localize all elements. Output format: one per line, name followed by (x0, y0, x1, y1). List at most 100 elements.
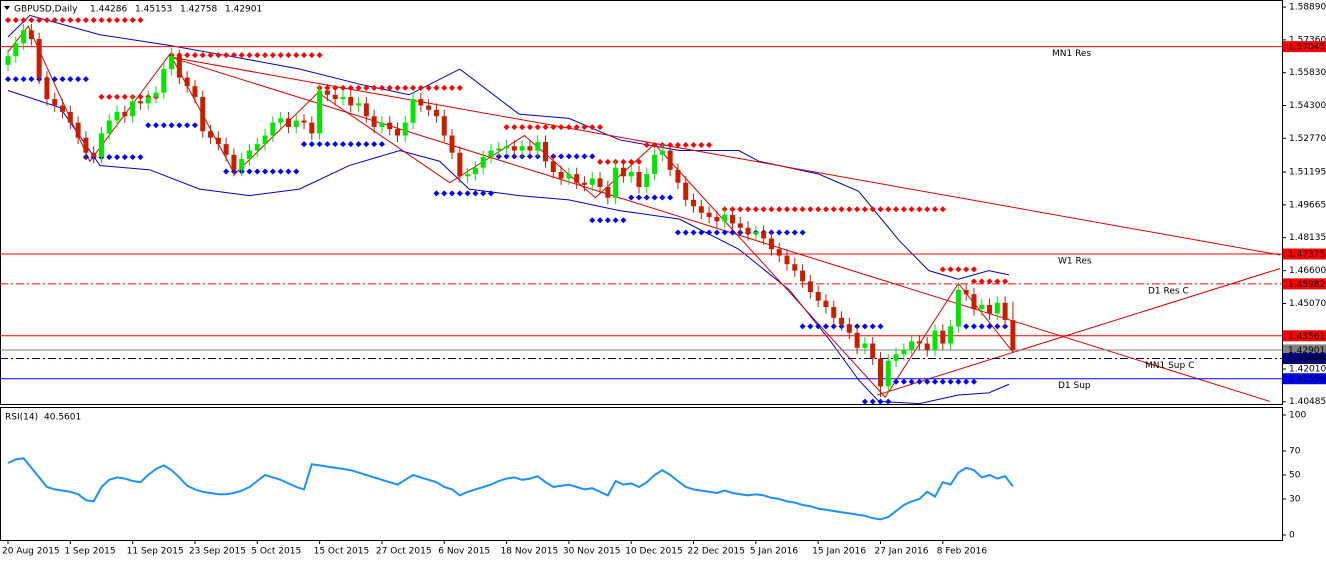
candle-body (114, 111, 120, 121)
level-price-box (1283, 353, 1326, 365)
y-tick-label: 1.42010 (1289, 365, 1326, 375)
y-tick-label: 1.57360 (1289, 35, 1326, 45)
candle-body (768, 238, 774, 250)
candle-body (722, 214, 728, 222)
candle-body (862, 343, 868, 348)
candle-body (122, 111, 128, 117)
candle-body (636, 171, 642, 187)
y-tick-label: 1.51195 (1289, 168, 1326, 178)
candle-body (581, 182, 587, 185)
candle-body (472, 167, 478, 175)
x-tick-label: 23 Sep 2015 (189, 547, 246, 557)
close-value: 1.42901 (225, 5, 262, 15)
candle-body (940, 330, 946, 344)
candle-body (309, 122, 315, 134)
candle-body (519, 146, 525, 151)
candle-body (745, 227, 751, 235)
x-tick-label: 20 Aug 2015 (2, 547, 60, 557)
candle-body (901, 349, 907, 355)
candle-body (854, 332, 860, 348)
candle-body (13, 43, 19, 57)
symbol-title: GBPUSD,Daily (14, 5, 78, 15)
candle-body (955, 289, 961, 327)
price-panel (0, 0, 1283, 405)
trendline (169, 56, 1271, 402)
x-tick-label: 15 Oct 2015 (314, 547, 370, 557)
y-tick-label: 70 (1289, 447, 1301, 457)
level-dots (5, 17, 144, 24)
candle-body (613, 167, 619, 198)
level-name: MN1 Res (1052, 49, 1091, 59)
candle-body (511, 146, 517, 151)
level-name: MN1 Sup C (1145, 361, 1194, 371)
level-dots (597, 158, 642, 165)
candle-body (800, 270, 806, 282)
candle-body (620, 167, 626, 177)
level-dots (301, 141, 385, 148)
candle-body (36, 39, 42, 78)
level-dots (503, 124, 604, 131)
candle-body (293, 120, 299, 127)
candle-body (457, 152, 463, 177)
candle-body (324, 90, 330, 95)
candle-body (550, 161, 556, 172)
candle-body (402, 122, 408, 136)
plot-layer: 1.58890 1.57360 1.55830 1.54300 1.52770 1.511… (0, 3, 1326, 557)
candle-body (52, 99, 58, 106)
candle-body (979, 304, 985, 310)
candle-body (504, 146, 510, 149)
candle-body (924, 343, 930, 350)
level-price-label: 1.42901 (1288, 346, 1325, 356)
candle-body (698, 206, 704, 213)
candle-body (753, 232, 759, 235)
level-price-label: 1.42499 (1288, 355, 1325, 365)
zigzag (7, 25, 1014, 398)
candle-body (5, 56, 11, 65)
candle-body (714, 217, 720, 222)
x-tick-label: 22 Dec 2015 (688, 547, 746, 557)
level-name: D1 Res C (1148, 286, 1189, 296)
open-value: 1.44286 (90, 5, 127, 15)
y-tick-label: 1.49665 (1289, 200, 1326, 210)
candle-body (706, 212, 712, 218)
candle-body (379, 122, 385, 127)
level-price-box (1283, 330, 1326, 342)
y-tick-label: 1.46600 (1289, 266, 1326, 276)
level-dots (145, 122, 198, 129)
candle-body (418, 99, 424, 106)
candle-body (363, 103, 369, 117)
candle-body (877, 358, 883, 387)
candle-body (535, 141, 541, 151)
level-price-box (1283, 373, 1326, 385)
candle-body (846, 324, 852, 333)
y-tick-label: 1.55830 (1289, 68, 1326, 78)
candle-body (652, 154, 658, 175)
level-name: W1 Res (1058, 257, 1092, 267)
level-dots (861, 398, 892, 405)
menu-triangle (4, 6, 10, 10)
bollinger-band (7, 14, 1010, 280)
candle-body (870, 343, 876, 359)
level-price-box (1283, 41, 1326, 53)
candle-body (285, 118, 291, 127)
low-value: 1.42758 (180, 5, 217, 15)
level-dots (628, 194, 674, 201)
trendline (169, 56, 1281, 256)
level-price-label: 1.41559 (1288, 375, 1325, 385)
y-tick-label: 50 (1289, 471, 1301, 481)
candle-body (932, 330, 938, 350)
candle-body (254, 144, 260, 151)
candle-body (807, 281, 813, 293)
candle-body (192, 86, 198, 97)
candle-body (223, 144, 229, 155)
candle-body (893, 354, 899, 361)
candle-body (98, 133, 104, 157)
y-tick-label: 1.58890 (1289, 3, 1326, 13)
candle-body (527, 146, 533, 151)
rsi-line (7, 457, 1014, 521)
candle-body (1002, 302, 1008, 320)
high-value: 1.45153 (135, 5, 172, 15)
candle-body (948, 326, 954, 344)
candle-body (246, 150, 252, 160)
